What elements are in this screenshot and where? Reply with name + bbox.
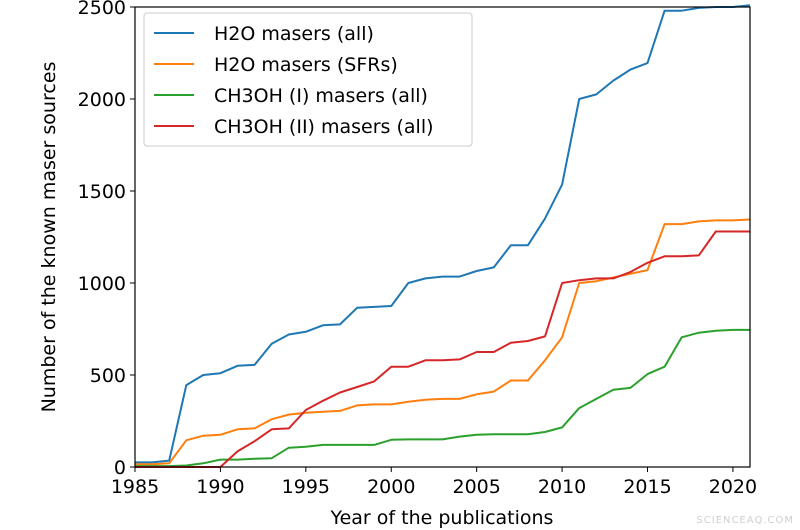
watermark: SCIENCEAQ.COM	[696, 515, 794, 526]
x-axis: 1985 1990 1995 2000 2005 2010 2015 2020	[111, 467, 757, 498]
series-line-3	[135, 328, 750, 468]
y-tick-label: 2500	[78, 0, 126, 19]
plot-frame	[134, 6, 751, 468]
y-tick-label: 1500	[78, 181, 126, 203]
y-axis: 0 500 1000 1500 2000 2500	[78, 0, 135, 479]
x-tick-label: 1985	[111, 476, 159, 498]
y-tick-label: 500	[90, 365, 126, 387]
y-tick-label: 0	[114, 457, 126, 479]
series-layer	[135, 4, 751, 468]
legend-label: CH3OH (II) masers (all)	[214, 116, 434, 138]
series-line-2	[135, 218, 751, 466]
series-line-4	[135, 230, 750, 468]
x-tick-label: 2015	[623, 476, 671, 498]
x-tick-label: 1995	[282, 476, 330, 498]
legend-label: CH3OH (I) masers (all)	[214, 85, 428, 107]
x-tick-label: 2020	[709, 476, 757, 498]
x-tick-label: 2000	[367, 476, 415, 498]
legend-box	[143, 12, 473, 147]
legend: H2O masers (all) H2O masers (SFRs) CH3OH (…	[143, 12, 473, 147]
y-tick-label: 2000	[78, 89, 126, 111]
legend-label: H2O masers (SFRs)	[214, 54, 398, 76]
x-tick-label: 2005	[452, 476, 500, 498]
x-tick-label: 1990	[196, 476, 244, 498]
series-line-1	[135, 4, 751, 464]
x-axis-label: Year of the publications	[330, 507, 554, 529]
y-axis-label: Number of the known maser sources	[38, 62, 60, 413]
y-tick-label: 1000	[78, 273, 126, 295]
legend-label: H2O masers (all)	[214, 23, 374, 45]
x-tick-label: 2010	[538, 476, 586, 498]
